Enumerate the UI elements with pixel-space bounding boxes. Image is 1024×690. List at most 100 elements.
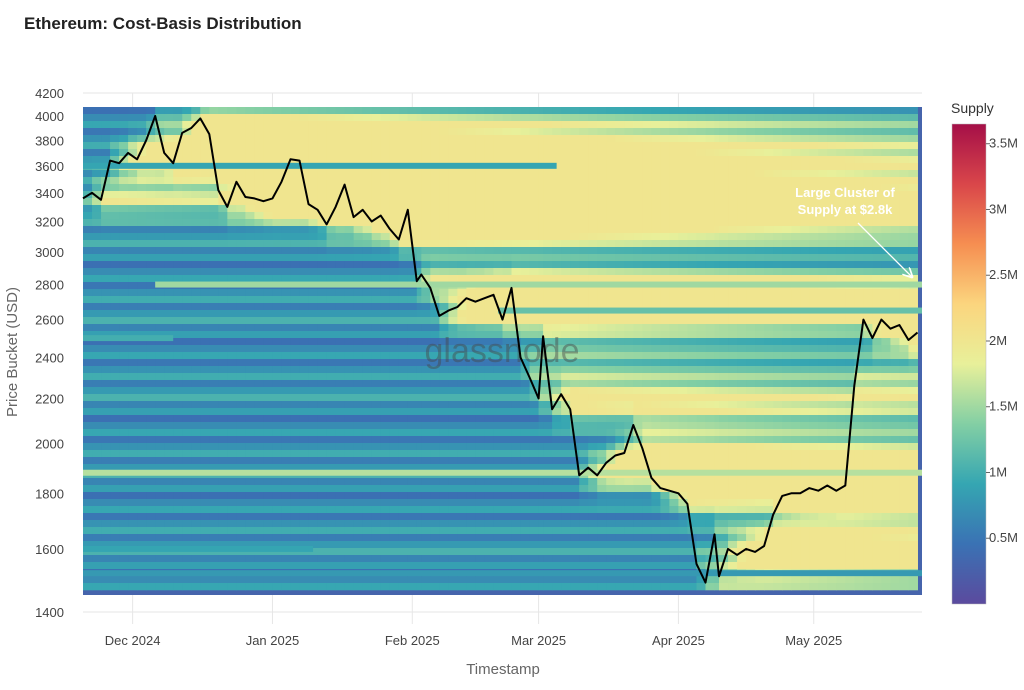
heatmap-cell bbox=[182, 114, 192, 122]
heatmap-cell bbox=[579, 212, 589, 220]
heatmap-cell bbox=[272, 261, 282, 269]
heatmap-cell bbox=[687, 296, 697, 304]
heatmap-cell bbox=[407, 233, 418, 241]
heatmap-cell bbox=[137, 135, 147, 143]
heatmap-cell bbox=[737, 219, 747, 227]
heatmap-cell bbox=[552, 324, 562, 332]
heatmap-cell bbox=[827, 429, 837, 437]
heatmap-cell bbox=[362, 317, 373, 325]
heatmap-cell bbox=[678, 226, 688, 234]
heatmap-cell bbox=[588, 212, 598, 220]
heatmap-cell bbox=[642, 373, 652, 381]
heatmap-cell bbox=[755, 247, 765, 255]
heatmap-cell bbox=[119, 457, 129, 465]
heatmap-cell bbox=[552, 359, 562, 367]
heatmap-cell bbox=[615, 303, 625, 311]
heatmap-cell bbox=[191, 198, 201, 206]
heatmap-cell bbox=[791, 359, 801, 367]
heatmap-cell bbox=[800, 457, 810, 465]
heatmap-cell bbox=[475, 198, 485, 206]
heatmap-cell bbox=[281, 317, 291, 325]
heatmap-cell bbox=[101, 457, 111, 465]
heatmap-cell bbox=[173, 184, 183, 192]
heatmap-cell bbox=[845, 352, 855, 360]
heatmap-cell bbox=[101, 240, 111, 248]
heatmap-cell bbox=[137, 380, 147, 388]
heatmap-cell bbox=[155, 212, 165, 220]
heatmap-cell bbox=[439, 121, 449, 129]
heatmap-cell bbox=[755, 205, 765, 213]
heatmap-cell bbox=[719, 429, 729, 437]
heatmap-cell bbox=[755, 114, 765, 122]
heatmap-cell bbox=[200, 142, 210, 150]
heatmap-cell bbox=[466, 219, 476, 227]
heatmap-cell bbox=[827, 457, 837, 465]
heatmap-cell bbox=[299, 359, 310, 367]
heatmap-cell bbox=[110, 219, 120, 227]
heatmap-cell bbox=[705, 408, 716, 416]
heatmap-cell bbox=[714, 289, 720, 297]
heatmap-cell bbox=[430, 226, 440, 234]
heatmap-cell bbox=[137, 429, 147, 437]
heatmap-cell bbox=[119, 156, 129, 164]
heatmap-cell bbox=[511, 380, 522, 388]
heatmap-cell bbox=[606, 324, 616, 332]
heatmap-cell bbox=[511, 408, 522, 416]
heatmap-cell bbox=[371, 380, 382, 388]
heatmap-cell bbox=[475, 450, 485, 458]
heatmap-cell bbox=[146, 240, 156, 248]
heatmap-cell bbox=[863, 366, 873, 374]
heatmap-cell bbox=[538, 394, 544, 402]
heatmap-cell bbox=[227, 345, 237, 353]
heatmap-cell bbox=[110, 282, 120, 290]
heatmap-cell bbox=[299, 142, 310, 150]
heatmap-cell bbox=[421, 107, 431, 115]
heatmap-cell bbox=[809, 380, 819, 388]
heatmap-cell bbox=[764, 408, 774, 416]
heatmap-cell bbox=[308, 345, 319, 353]
heatmap-cell bbox=[191, 373, 201, 381]
heatmap-cell bbox=[353, 149, 364, 157]
heatmap-cell bbox=[281, 338, 291, 346]
heatmap-cell bbox=[705, 436, 716, 444]
heatmap-cell bbox=[227, 226, 237, 234]
heatmap-cell bbox=[552, 233, 562, 241]
heatmap-cell bbox=[881, 366, 891, 374]
heatmap-cell bbox=[137, 191, 147, 199]
heatmap-cell bbox=[92, 422, 102, 430]
heatmap-cell bbox=[466, 359, 476, 367]
heatmap-cell bbox=[836, 338, 846, 346]
heatmap-cell bbox=[696, 317, 706, 325]
heatmap-cell bbox=[678, 205, 688, 213]
heatmap-cell bbox=[728, 450, 738, 458]
heatmap-cell bbox=[782, 191, 792, 199]
heatmap-cell bbox=[836, 205, 846, 213]
heatmap-cell bbox=[890, 289, 900, 297]
heatmap-cell bbox=[714, 114, 720, 122]
heatmap-cell bbox=[263, 142, 273, 150]
heatmap-cell bbox=[146, 373, 156, 381]
heatmap-cell bbox=[155, 275, 165, 283]
heatmap-cell bbox=[290, 415, 301, 423]
heatmap-cell bbox=[669, 275, 679, 283]
heatmap-cell bbox=[899, 289, 909, 297]
heatmap-cell bbox=[660, 359, 670, 367]
heatmap-cell bbox=[272, 380, 282, 388]
heatmap-cell bbox=[191, 366, 201, 374]
heatmap-cell bbox=[863, 240, 873, 248]
heatmap-cell bbox=[719, 401, 729, 409]
heatmap-cell bbox=[362, 436, 373, 444]
heatmap-cell bbox=[290, 191, 301, 199]
heatmap-cell bbox=[164, 401, 174, 409]
heatmap-cell bbox=[899, 156, 909, 164]
heatmap-cell bbox=[281, 268, 291, 276]
heatmap-cell bbox=[439, 205, 449, 213]
heatmap-cell bbox=[642, 191, 652, 199]
heatmap-cell bbox=[92, 289, 102, 297]
heatmap-cell bbox=[800, 289, 810, 297]
heatmap-cell bbox=[543, 212, 553, 220]
heatmap-cell bbox=[200, 436, 210, 444]
heatmap-cell bbox=[146, 226, 156, 234]
heatmap-cell bbox=[773, 254, 783, 262]
heatmap-cell bbox=[863, 219, 873, 227]
